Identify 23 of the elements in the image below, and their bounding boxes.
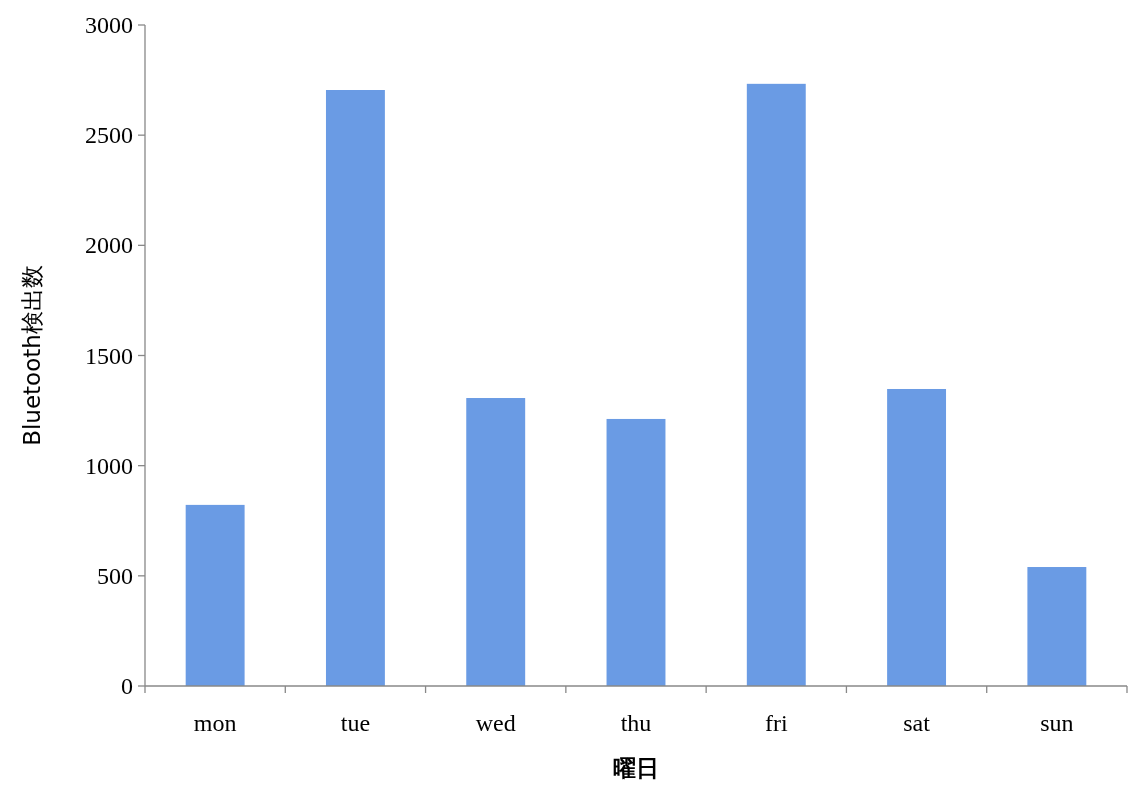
y-tick-label: 500 [97,562,133,589]
y-tick-label: 2000 [85,232,133,259]
x-tick-label: fri [764,710,788,736]
y-tick-label: 2500 [85,122,133,149]
x-tick-label: wed [475,710,516,736]
y-tick-label: 1500 [85,342,133,369]
x-axis-title: 曜日 [613,755,659,781]
bar [466,398,526,686]
bar [746,83,806,686]
y-axis-title: Bluetooth検出数 [19,265,45,446]
bar [606,418,666,686]
bar [325,90,385,686]
bar [185,504,245,686]
x-tick-label: tue [340,710,371,736]
bar [887,388,947,686]
y-tick-label: 0 [121,673,133,699]
x-tick-label: sun [1040,710,1074,736]
bar [1027,567,1087,686]
y-tick-label: 3000 [85,12,133,38]
y-tick-label: 1000 [85,452,133,479]
x-tick-label: thu [620,710,652,736]
x-tick-label: mon [193,710,237,736]
x-tick-label: sat [903,710,931,736]
